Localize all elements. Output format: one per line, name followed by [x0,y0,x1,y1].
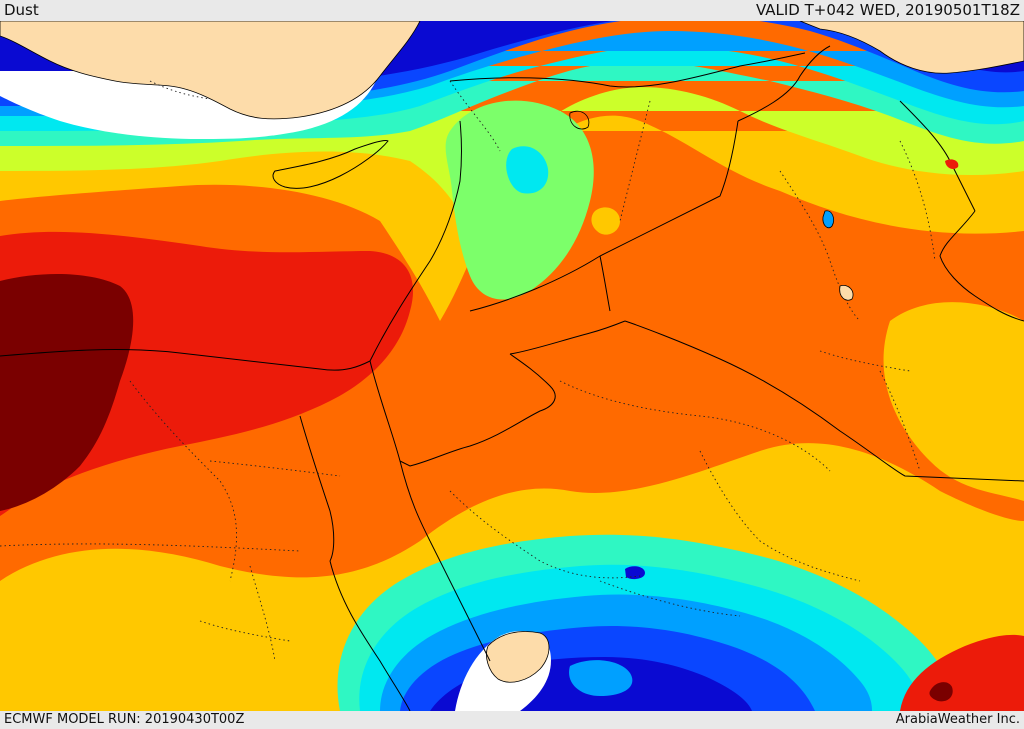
dust-contour-yellow-north [0,115,1024,322]
lake-turkey [569,110,590,130]
dust-contour-blue-spot [569,660,633,696]
lake-iraq-1 [822,210,834,229]
dust-contour-yellow-east [883,302,1024,501]
model-run-label: ECMWF MODEL RUN: 20190430T00Z [4,712,245,727]
dust-contour-green-levant [445,100,594,300]
dust-contour-navy-spot [625,566,645,580]
dust-contour-maroon-southeast [929,682,953,702]
admin-boundaries [0,80,936,662]
valid-time: VALID T+042 WED, 20190501T18Z [755,1,1020,19]
dust-contour-cyan-levant [506,146,549,194]
dust-contour-yellow-levant-spot [591,207,620,235]
lake-iraq-2 [839,284,854,301]
credit-label: ArabiaWeather Inc. [895,712,1020,727]
dust-forecast-map [0,21,1024,711]
footer-bar: ECMWF MODEL RUN: 20190430T00Z ArabiaWeat… [0,711,1024,729]
product-title: Dust [4,1,39,19]
land-turkey [0,21,421,120]
lake-east [945,159,959,169]
land-cyprus [272,140,389,189]
land-caspian-north [799,21,1024,74]
land-yemen [486,631,550,683]
dust-contour-maroon-west [0,274,134,511]
header-bar: Dust VALID T+042 WED, 20190501T18Z [0,0,1024,21]
